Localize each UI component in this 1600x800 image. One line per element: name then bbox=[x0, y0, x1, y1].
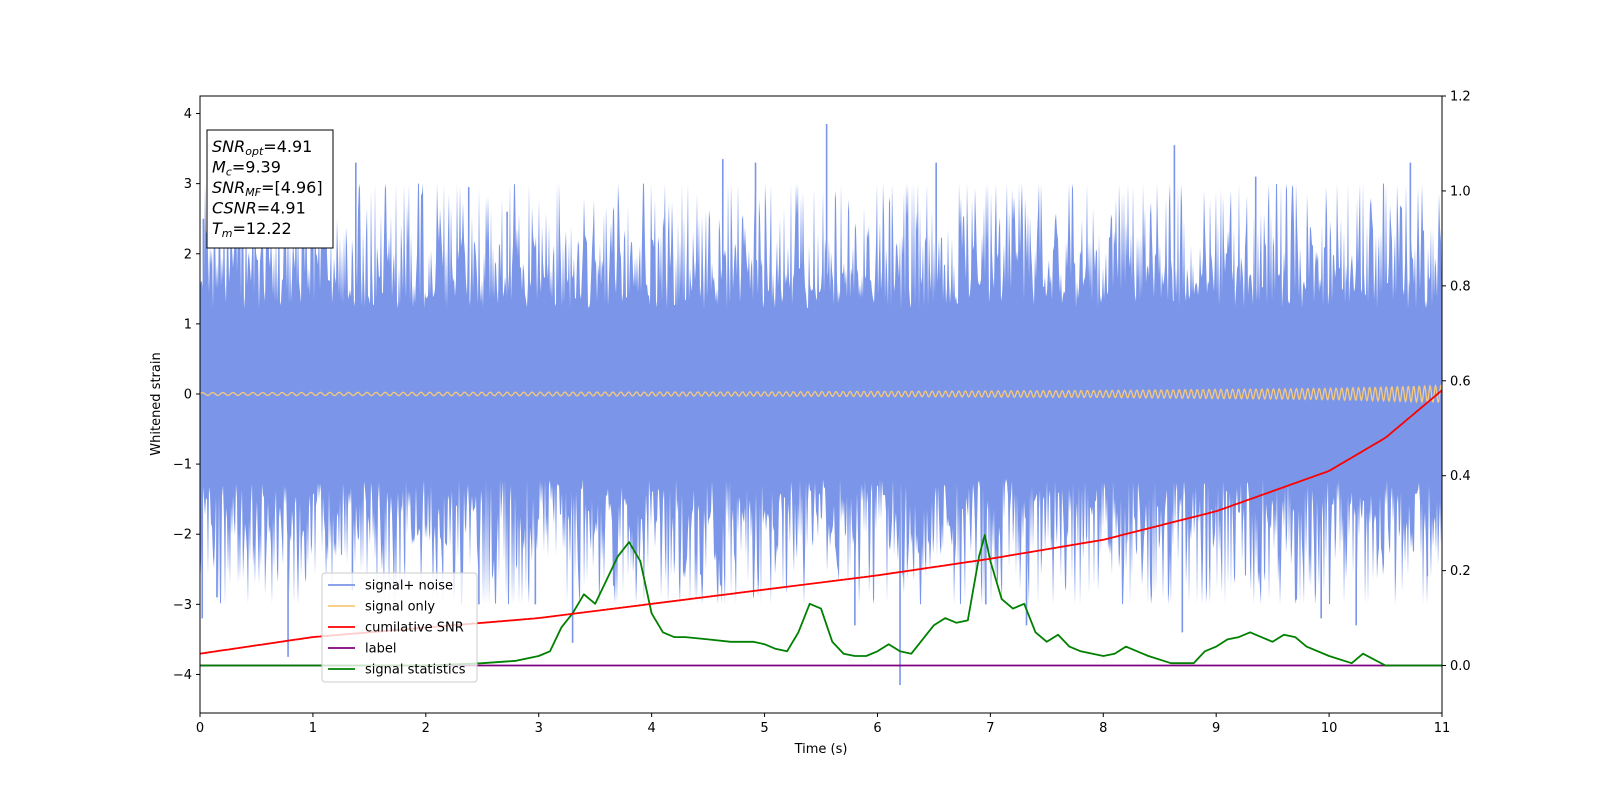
y2-tick-label: 0.2 bbox=[1450, 564, 1471, 579]
legend-label: cumilative SNR bbox=[365, 621, 464, 636]
legend-label: signal statistics bbox=[365, 663, 466, 678]
x-axis: 0 1 2 3 4 5 6 7 8 9 10 11 bbox=[196, 713, 1450, 736]
y-tick-label: 2 bbox=[184, 247, 192, 262]
signal-only-line bbox=[200, 383, 1442, 404]
x-tick-label: 3 bbox=[535, 721, 543, 736]
y-tick-label: 4 bbox=[184, 107, 192, 122]
y2-tick-label: 1.0 bbox=[1450, 184, 1471, 199]
legend: signal+ noise signal only cumilative SNR la… bbox=[321, 572, 478, 683]
y-tick-label: −3 bbox=[173, 598, 192, 613]
y-axis-title: Whitened strain bbox=[149, 352, 164, 455]
signal-plus-noise-band bbox=[200, 183, 1442, 605]
y-tick-label: −2 bbox=[173, 528, 192, 543]
y2-tick-label: 1.2 bbox=[1450, 90, 1471, 105]
x-tick-label: 7 bbox=[986, 721, 994, 736]
x-tick-label: 1 bbox=[309, 721, 317, 736]
x-axis-title: Time (s) bbox=[794, 742, 848, 757]
signal-statistics-line bbox=[200, 534, 1442, 667]
x-tick-label: 10 bbox=[1321, 721, 1338, 736]
y-tick-label: −4 bbox=[173, 668, 192, 683]
y-tick-label: 0 bbox=[184, 387, 192, 402]
y2-tick-label: 0.4 bbox=[1450, 469, 1471, 484]
x-tick-label: 8 bbox=[1099, 721, 1107, 736]
x-tick-label: 4 bbox=[647, 721, 655, 736]
x-tick-label: 2 bbox=[422, 721, 430, 736]
metric-label: Tm=12.22 bbox=[212, 219, 292, 240]
legend-label: signal only bbox=[365, 600, 435, 615]
y-tick-label: 1 bbox=[184, 317, 192, 332]
metric-label: CSNR=4.91 bbox=[212, 199, 306, 218]
y2-tick-label: 0.6 bbox=[1450, 374, 1471, 389]
x-tick-label: 11 bbox=[1434, 721, 1451, 736]
y-axis-left: 4 3 2 1 0 −1 −2 −3 −4 bbox=[173, 107, 200, 683]
y-tick-label: 3 bbox=[184, 177, 192, 192]
legend-frame bbox=[321, 572, 478, 683]
x-tick-label: 5 bbox=[760, 721, 768, 736]
metric-label: SNRopt=4.91 bbox=[212, 137, 312, 158]
metric-label: Mc=9.39 bbox=[212, 158, 281, 179]
metrics-annotation-frame bbox=[206, 129, 334, 249]
y-axis-right: 1.2 1.0 0.8 0.6 0.4 0.2 0.0 bbox=[1442, 90, 1471, 674]
x-tick-label: 9 bbox=[1212, 721, 1220, 736]
x-tick-label: 6 bbox=[873, 721, 881, 736]
plot-frame bbox=[199, 95, 1443, 714]
legend-label: label bbox=[365, 642, 396, 657]
y-tick-label: −1 bbox=[173, 458, 192, 473]
metric-label: SNRMF=[4.96] bbox=[212, 178, 323, 199]
legend-label: signal+ noise bbox=[365, 579, 453, 594]
metrics-annotation-box: SNRopt=4.91Mc=9.39SNRMF=[4.96]CSNR=4.91T… bbox=[206, 129, 334, 249]
x-tick-label: 0 bbox=[196, 721, 204, 736]
y2-tick-label: 0.8 bbox=[1450, 279, 1471, 294]
y2-tick-label: 0.0 bbox=[1450, 659, 1471, 674]
signal-plus-noise-spikes bbox=[201, 124, 1429, 685]
